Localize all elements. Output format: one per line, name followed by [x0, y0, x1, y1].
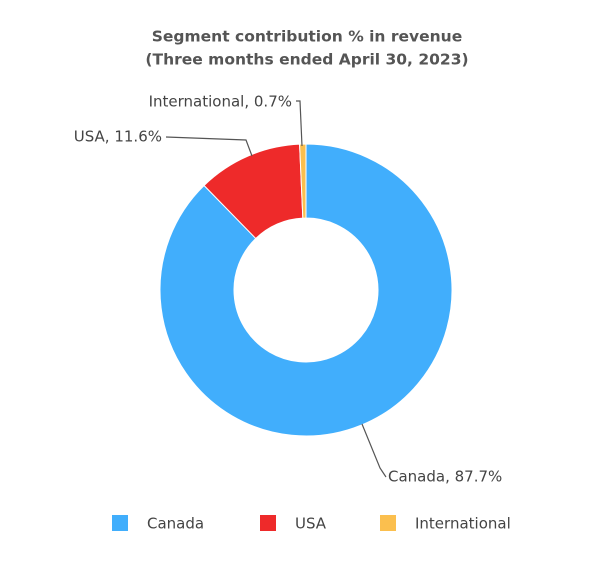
chart-title: Segment contribution % in revenue [152, 28, 462, 46]
legend-swatch [380, 515, 396, 531]
legend-label: USA [295, 515, 327, 533]
legend-swatch [112, 515, 128, 531]
data-label: International, 0.7% [149, 93, 292, 111]
leader-line [361, 423, 387, 478]
legend-swatch [260, 515, 276, 531]
chart-subtitle: (Three months ended April 30, 2023) [145, 51, 468, 69]
donut-slice [159, 143, 453, 437]
legend-label: International [415, 515, 511, 533]
data-label: USA, 11.6% [74, 128, 162, 146]
data-label: Canada, 87.7% [388, 468, 502, 486]
legend-label: Canada [147, 515, 204, 533]
leader-line [165, 136, 253, 157]
leader-line [296, 100, 303, 147]
